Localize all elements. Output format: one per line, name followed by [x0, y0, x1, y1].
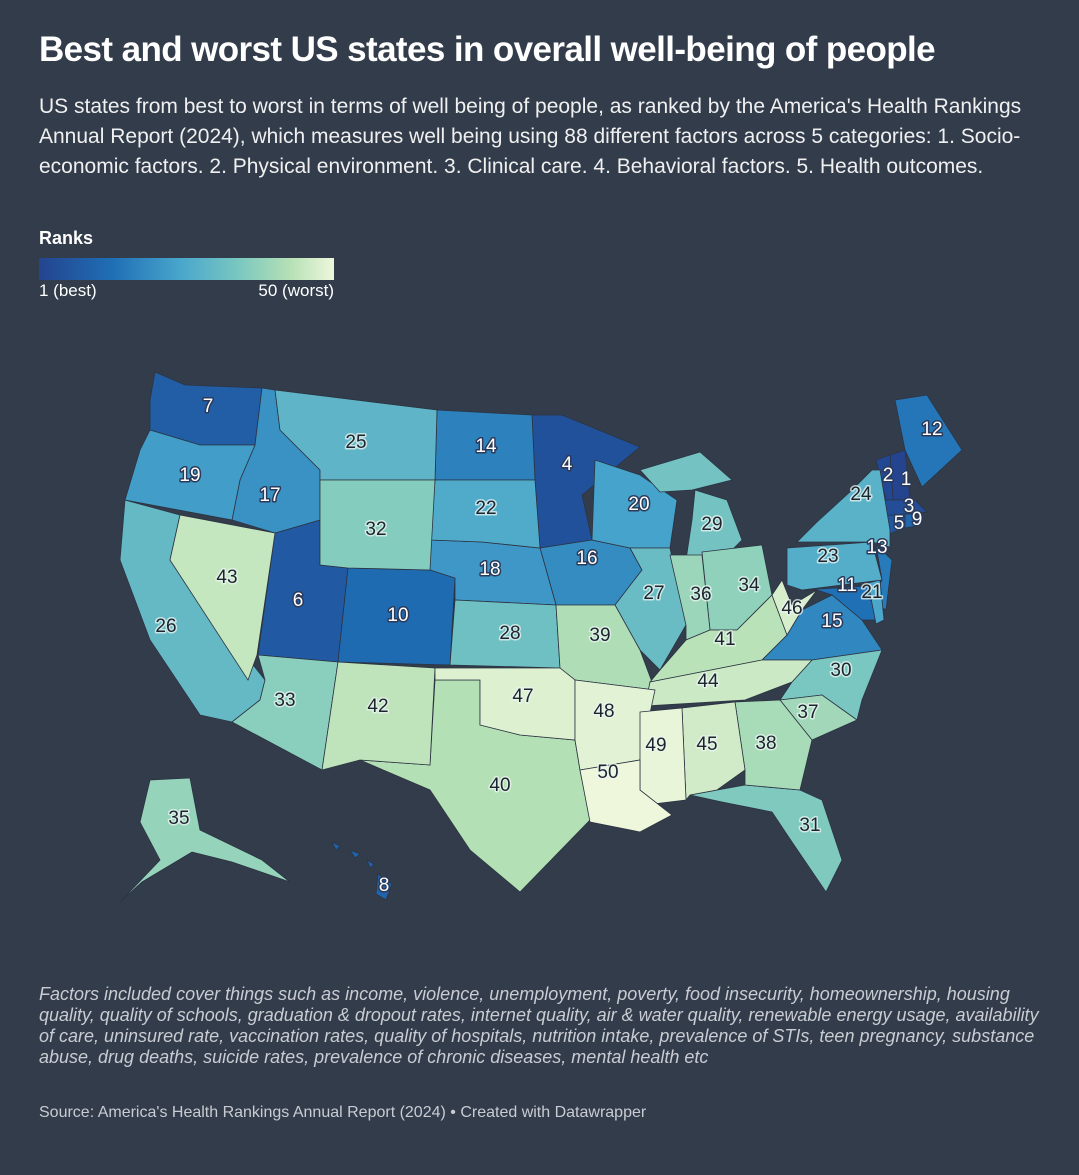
state-rank-label: 8: [379, 875, 390, 896]
state-rank-label: 48: [593, 701, 614, 722]
state-rank-label: 28: [499, 623, 520, 644]
legend-title: Ranks: [39, 228, 94, 248]
state-ny[interactable]: [796, 469, 891, 548]
state-rank-label: 34: [738, 575, 760, 596]
state-rank-label: 30: [830, 660, 851, 681]
state-rank-label: 5: [894, 513, 905, 534]
state-rank-label: 27: [643, 583, 664, 604]
state-rank-label: 44: [697, 671, 719, 692]
state-hi[interactable]: [349, 849, 361, 859]
state-rank-label: 45: [696, 734, 717, 755]
state-rank-label: 50: [597, 762, 618, 783]
state-nm[interactable]: [321, 661, 436, 771]
state-rank-label: 6: [293, 590, 304, 611]
state-rank-label: 42: [367, 696, 388, 717]
state-nv[interactable]: [169, 514, 276, 681]
state-rank-label: 2: [883, 465, 894, 486]
state-wy[interactable]: [319, 479, 436, 571]
state-rank-label: 25: [345, 432, 366, 453]
state-fl[interactable]: [689, 784, 843, 893]
state-rank-label: 18: [479, 559, 500, 580]
state-rank-label: 32: [365, 519, 386, 540]
state-rank-label: 33: [274, 690, 295, 711]
state-rank-label: 40: [489, 775, 510, 796]
state-rank-label: 22: [475, 498, 496, 519]
state-rank-label: 21: [861, 582, 882, 603]
state-rank-label: 39: [589, 625, 610, 646]
state-ok[interactable]: [434, 667, 576, 741]
state-mi[interactable]: [639, 451, 733, 493]
legend-min-label: 1 (best): [39, 281, 97, 300]
state-rank-label: 31: [799, 815, 820, 836]
state-hi[interactable]: [331, 841, 341, 851]
state-rank-label: 38: [755, 733, 776, 754]
footnote: Factors included cover things such as in…: [39, 984, 1039, 1067]
state-rank-label: 4: [562, 454, 573, 475]
state-or[interactable]: [124, 429, 256, 521]
state-rank-label: 24: [850, 484, 872, 505]
state-rank-label: 35: [168, 808, 189, 829]
state-rank-label: 20: [628, 494, 649, 515]
legend-max-label: 50 (worst): [258, 281, 334, 300]
chart-subtitle: US states from best to worst in terms of…: [39, 95, 1022, 178]
state-hi[interactable]: [366, 859, 375, 869]
state-rank-label: 3: [904, 496, 915, 517]
color-legend: Ranks 1 (best) 50 (worst): [39, 228, 334, 301]
state-rank-label: 13: [866, 537, 887, 558]
state-rank-label: 29: [701, 514, 722, 535]
state-la[interactable]: [579, 759, 673, 833]
state-rank-label: 19: [179, 465, 200, 486]
state-rank-label: 10: [387, 605, 408, 626]
legend-gradient-bar: [39, 258, 334, 280]
state-rank-label: 43: [216, 567, 237, 588]
state-rank-label: 7: [203, 396, 214, 417]
state-rank-label: 47: [512, 686, 533, 707]
state-wv[interactable]: [771, 579, 818, 636]
state-rank-label: 41: [714, 629, 735, 650]
state-rank-label: 16: [576, 548, 597, 569]
state-rank-label: 26: [155, 616, 176, 637]
state-rank-label: 36: [690, 584, 711, 605]
state-ms[interactable]: [639, 707, 687, 806]
state-pa[interactable]: [786, 541, 883, 591]
state-rank-label: 37: [797, 702, 818, 723]
state-rank-label: 9: [912, 509, 923, 530]
state-ri[interactable]: [904, 513, 917, 529]
state-rank-label: 1: [901, 469, 912, 490]
chart-title: Best and worst US states in overall well…: [39, 30, 936, 69]
source-line: Source: America's Health Rankings Annual…: [39, 1104, 647, 1121]
state-rank-label: 14: [475, 436, 497, 457]
state-rank-label: 17: [259, 485, 280, 506]
state-rank-label: 12: [921, 419, 942, 440]
state-rank-label: 49: [645, 735, 666, 756]
state-rank-label: 11: [837, 575, 857, 596]
state-rank-label: 23: [817, 546, 838, 567]
state-rank-label: 46: [781, 598, 802, 619]
state-rank-label: 15: [821, 611, 842, 632]
state-hi[interactable]: [375, 873, 393, 901]
state-ak[interactable]: [119, 777, 291, 903]
state-me[interactable]: [894, 394, 963, 488]
